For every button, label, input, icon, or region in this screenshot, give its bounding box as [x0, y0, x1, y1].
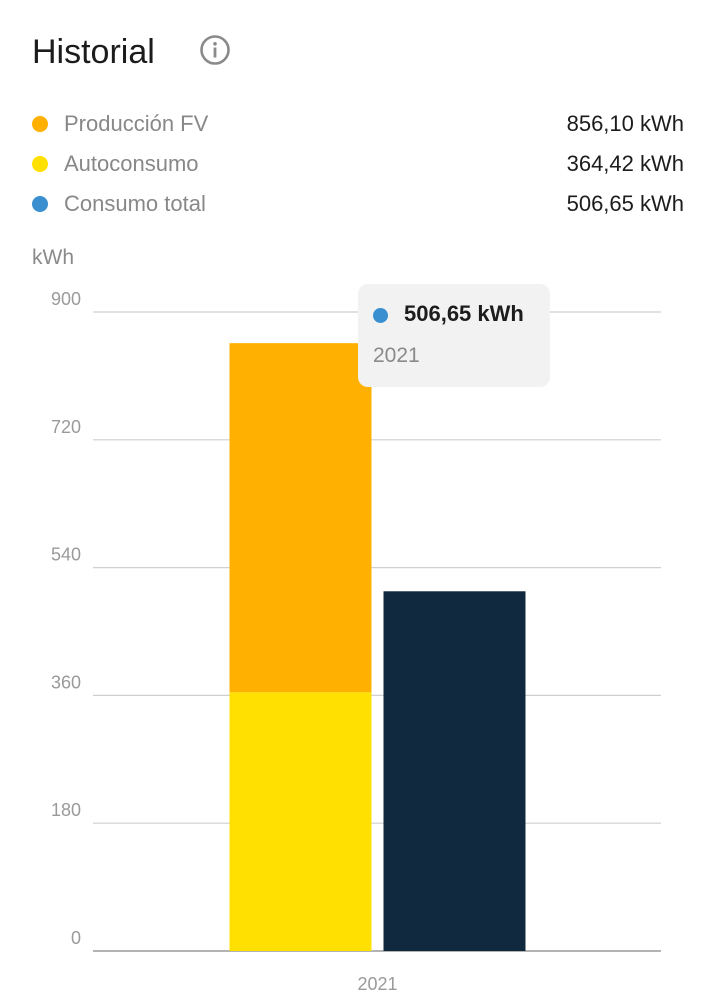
y-tick-label: 180 [51, 800, 81, 820]
y-tick-label: 900 [51, 289, 81, 309]
y-tick-label: 0 [71, 928, 81, 948]
legend: Producción FV 856,10 kWh Autoconsumo 364… [32, 104, 684, 224]
tooltip-year: 2021 [373, 344, 420, 367]
legend-dot-consumo-total [32, 196, 48, 212]
y-axis-unit-label: kWh [32, 246, 74, 269]
info-icon[interactable] [199, 34, 231, 66]
page-title: Historial [32, 33, 155, 71]
y-tick-label: 540 [51, 545, 81, 565]
legend-value: 506,65 kWh [566, 191, 684, 216]
bar-autoconsumo [229, 692, 372, 951]
legend-value: 856,10 kWh [566, 111, 684, 136]
x-tick-label: 2021 [357, 974, 397, 994]
y-tick-label: 360 [51, 672, 81, 692]
legend-value: 364,42 kWh [566, 151, 684, 176]
legend-item-autoconsumo[interactable]: Autoconsumo 364,42 kWh [32, 144, 684, 184]
tooltip-value: 506,65 kWh [404, 301, 524, 326]
legend-label: Consumo total [64, 191, 206, 216]
tooltip-dot [373, 308, 388, 323]
legend-item-consumo-total[interactable]: Consumo total 506,65 kWh [32, 184, 684, 224]
bar-consumo-total [383, 591, 526, 951]
legend-item-produccion[interactable]: Producción FV 856,10 kWh [32, 104, 684, 144]
legend-label: Producción FV [64, 111, 209, 136]
legend-label: Autoconsumo [64, 151, 199, 176]
legend-dot-produccion [32, 116, 48, 132]
y-tick-label: 720 [51, 417, 81, 437]
chart-tooltip: 506,65 kWh 2021 [358, 284, 550, 387]
bar-producción-fv [229, 343, 372, 693]
legend-dot-autoconsumo [32, 156, 48, 172]
